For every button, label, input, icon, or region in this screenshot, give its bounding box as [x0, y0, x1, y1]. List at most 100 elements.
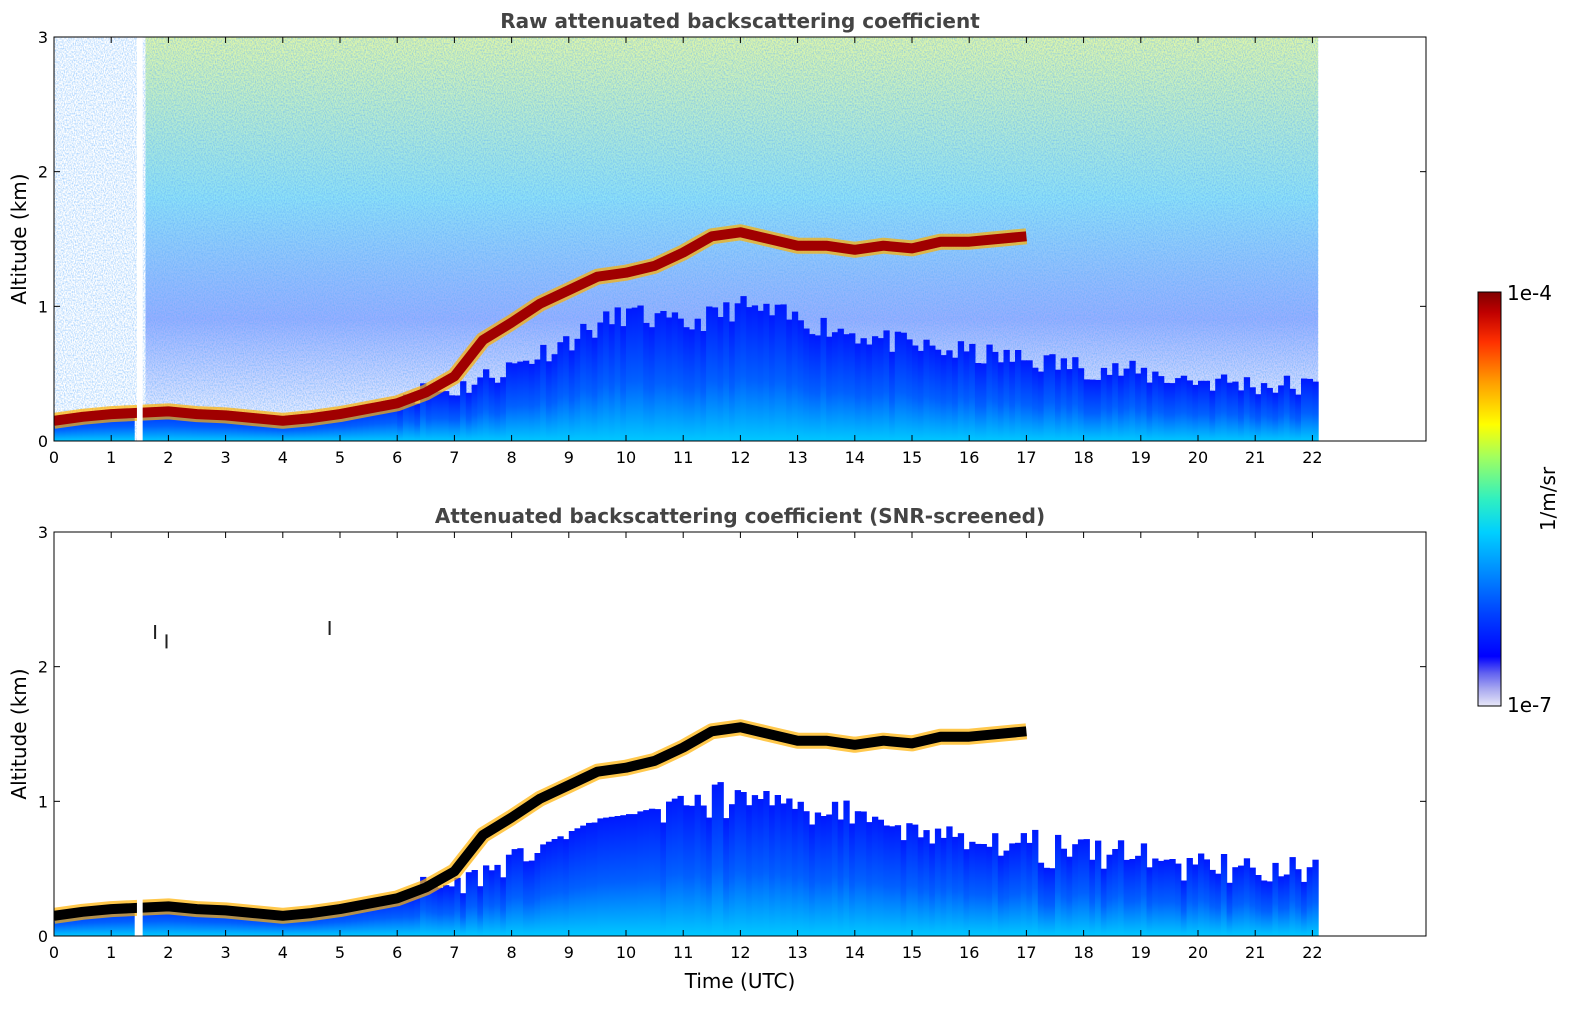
aerosol-column [351, 902, 358, 936]
aerosol-column [231, 907, 238, 936]
aerosol-column [162, 902, 169, 936]
aerosol-column [357, 406, 364, 441]
aerosol-column [168, 902, 175, 936]
aerosol-column [1060, 848, 1067, 936]
aerosol-column [488, 377, 495, 441]
aerosol-column [849, 823, 856, 936]
aerosol-column [391, 894, 398, 936]
aerosol-column [952, 357, 959, 441]
aerosol-column [1129, 859, 1136, 936]
aerosol-column [563, 336, 570, 441]
aerosol-column [643, 810, 650, 936]
aerosol-column [328, 411, 335, 441]
aerosol-column [912, 824, 919, 936]
aerosol-column [637, 811, 644, 936]
x-tick-label: 10 [616, 943, 636, 962]
aerosol-column [706, 817, 713, 936]
x-tick-label: 13 [787, 943, 807, 962]
aerosol-column [59, 415, 66, 441]
aerosol-column [809, 334, 816, 441]
y-tick-label: 3 [38, 523, 48, 542]
aerosol-column [997, 362, 1005, 441]
aerosol-column [99, 905, 107, 936]
aerosol-column [380, 401, 387, 441]
aerosol-column [1249, 867, 1256, 936]
aerosol-column [94, 411, 101, 441]
aerosol-column [300, 414, 307, 441]
aerosol-column [402, 394, 410, 441]
x-tick-label: 15 [902, 943, 922, 962]
aerosol-column [540, 844, 547, 936]
aerosol-column [1055, 369, 1062, 441]
aerosol-column [1037, 371, 1045, 441]
aerosol-column [288, 911, 295, 936]
aerosol-column [351, 407, 358, 441]
aerosol-column [677, 318, 684, 441]
aerosol-column [700, 805, 707, 936]
aerosol-column [1278, 385, 1285, 441]
x-tick-label: 20 [1188, 943, 1208, 962]
aerosol-column [1283, 874, 1291, 936]
aerosol-column [465, 392, 473, 441]
aerosol-column [677, 795, 684, 936]
aerosol-column [1243, 377, 1251, 441]
aerosol-column [402, 893, 410, 936]
aerosol-column [1123, 859, 1130, 936]
aerosol-column [1009, 361, 1016, 441]
aerosol-column [477, 377, 484, 441]
aerosol-column [1123, 368, 1130, 441]
aerosol-column [648, 808, 656, 936]
x-tick-label: 6 [392, 448, 402, 467]
aerosol-column [65, 414, 72, 441]
panel-1: Raw attenuated backscattering coefficien… [7, 9, 1427, 467]
aerosol-column [1106, 374, 1113, 441]
aerosol-column [820, 317, 827, 441]
aerosol-column [586, 330, 593, 441]
aerosol-column [837, 328, 844, 441]
aerosol-column [723, 302, 730, 441]
aerosol-column [300, 909, 307, 936]
aerosol-column [1163, 859, 1170, 936]
aerosol-column [1089, 379, 1096, 441]
aerosol-column [597, 322, 604, 441]
aerosol-column [162, 407, 169, 441]
aerosol-column [202, 905, 209, 936]
aerosol-column [591, 822, 598, 936]
aerosol-column [860, 811, 867, 936]
aerosol-column [1037, 862, 1045, 936]
data-gap [136, 532, 143, 936]
aerosol-column [923, 830, 930, 936]
aerosol-column [122, 904, 129, 936]
aerosol-column [139, 408, 147, 441]
aerosol-column [900, 840, 907, 936]
aerosol-column [872, 816, 879, 936]
isolated-point [165, 634, 168, 649]
aerosol-column [248, 413, 255, 441]
aerosol-column [797, 801, 804, 936]
aerosol-column [1015, 350, 1022, 441]
aerosol-column [528, 860, 536, 936]
aerosol-column [1077, 839, 1085, 936]
aerosol-column [1049, 354, 1056, 441]
aerosol-column [608, 816, 616, 936]
aerosol-column [986, 344, 993, 441]
aerosol-column [443, 885, 450, 936]
aerosol-column [431, 884, 438, 936]
heatmap-layer [54, 37, 1319, 441]
aerosol-column [1003, 850, 1010, 936]
aerosol-column [1295, 869, 1302, 936]
aerosol-column [980, 844, 987, 936]
colorbar: 1e-4 1e-7 1/m/sr [1477, 281, 1560, 717]
aerosol-column [362, 405, 370, 441]
aerosol-column [648, 327, 656, 441]
aerosol-column [1180, 880, 1188, 936]
aerosol-column [1215, 873, 1222, 936]
aerosol-column [1100, 367, 1108, 441]
aerosol-column [111, 409, 118, 441]
aerosol-column [620, 326, 627, 441]
aerosol-column [242, 908, 250, 936]
aerosol-column [1140, 843, 1148, 936]
aerosol-column [1129, 360, 1136, 441]
aerosol-column [345, 903, 352, 936]
aerosol-column [254, 414, 261, 441]
